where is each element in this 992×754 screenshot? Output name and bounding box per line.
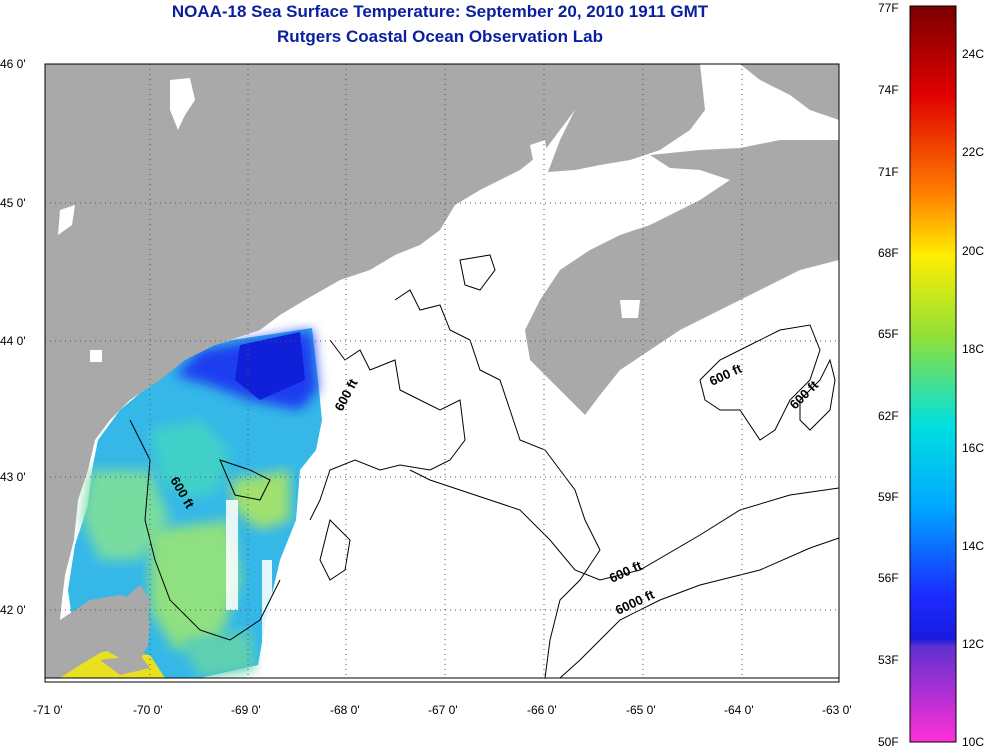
- colorbar-c-label: 20C: [962, 244, 984, 258]
- colorbar-c-label: 14C: [962, 539, 984, 553]
- lat-label: 46 0': [0, 57, 26, 71]
- colorbar-f-label: 56F: [878, 571, 899, 585]
- colorbar-c-label: 12C: [962, 637, 984, 651]
- lon-labels: -71 0' -70 0' -69 0' -68 0' -67 0' -66 0…: [33, 703, 852, 717]
- colorbar-f-label: 77F: [878, 1, 899, 15]
- colorbar-f-label: 68F: [878, 246, 899, 260]
- inland-water: [58, 78, 640, 362]
- depth-contours: [129, 254, 839, 678]
- color-scale-bar: [909, 5, 957, 743]
- lon-label: -71 0': [33, 703, 63, 717]
- colorbar-f-label: 71F: [878, 165, 899, 179]
- lon-label: -65 0': [626, 703, 656, 717]
- lat-labels: 46 0' 45 0' 44 0' 43 0' 42 0': [0, 57, 26, 617]
- colorbar-f-label: 62F: [878, 409, 899, 423]
- map-title: NOAA-18 Sea Surface Temperature: Septemb…: [171, 2, 709, 21]
- colorbar-f-label: 50F: [878, 735, 899, 749]
- lat-label: 45 0': [0, 196, 26, 210]
- map-subtitle: Rutgers Coastal Ocean Observation Lab: [277, 27, 603, 46]
- colorbar-f-label: 53F: [878, 653, 899, 667]
- lon-label: -63 0': [822, 703, 852, 717]
- colorbar-f-label: 74F: [878, 83, 899, 97]
- lon-label: -67 0': [428, 703, 458, 717]
- colorbar-c-label: 16C: [962, 441, 984, 455]
- colorbar-f-label: 65F: [878, 327, 899, 341]
- lon-label: -70 0': [133, 703, 163, 717]
- lat-label: 44 0': [0, 334, 26, 348]
- colorbar-c-label: 22C: [962, 145, 984, 159]
- land-layer: [45, 64, 839, 678]
- lon-label: -69 0': [231, 703, 261, 717]
- colorbar-c-label: 10C: [962, 735, 984, 749]
- lon-label: -68 0': [330, 703, 360, 717]
- sst-data-layer: [60, 328, 322, 678]
- colorbar-c-label: 18C: [962, 342, 984, 356]
- colorbar-f-label: 59F: [878, 490, 899, 504]
- colorbar-fahrenheit-labels: 77F 74F 71F 68F 65F 62F 59F 56F 53F 50F: [878, 1, 899, 749]
- lat-label: 42 0': [0, 603, 26, 617]
- lon-label: -66 0': [527, 703, 557, 717]
- colorbar-c-label: 24C: [962, 47, 984, 61]
- colorbar-celsius-labels: 24C 22C 20C 18C 16C 14C 12C 10C: [962, 47, 984, 749]
- lat-label: 43 0': [0, 470, 26, 484]
- lon-label: -64 0': [724, 703, 754, 717]
